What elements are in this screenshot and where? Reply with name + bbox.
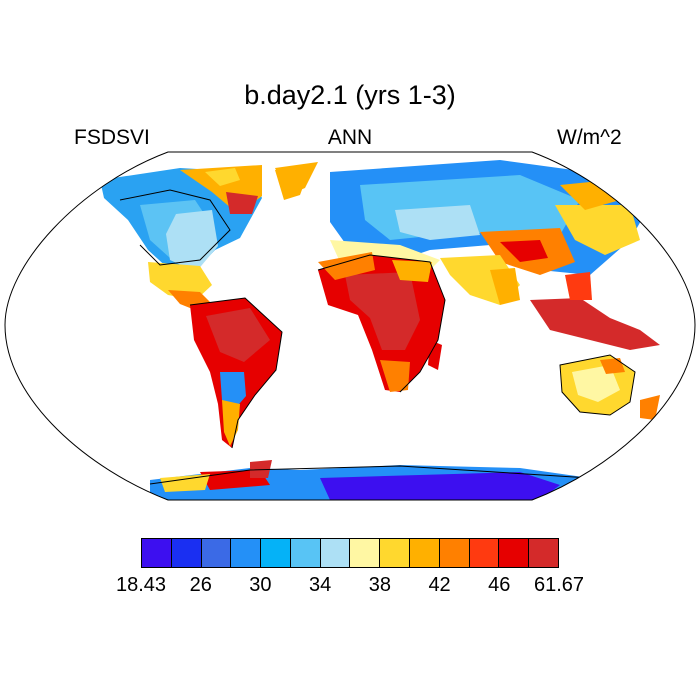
colorbar-tick-label: 30 [249,574,272,596]
colorbar-swatch [380,539,411,567]
units-label: W/m^2 [557,126,622,149]
antarctica-field [150,460,590,500]
africa-field [318,252,445,392]
colorbar-tick-label: 38 [368,574,391,596]
colorbar-swatch [320,539,351,567]
colorbar-swatch [469,539,500,567]
colorbar [141,538,559,568]
colorbar-swatch [142,539,172,567]
north-america-field [100,165,310,312]
colorbar-swatch [529,539,558,567]
season-label: ANN [327,126,373,149]
south-america-field [190,298,282,448]
colorbar-swatch [261,539,291,567]
greenland-field [275,162,318,195]
colorbar-swatch [231,539,262,567]
colorbar-swatch [201,539,232,567]
colorbar-tick-label: 42 [428,574,451,596]
southeast-asia-field [530,272,660,350]
colorbar-tick-label: 26 [189,574,212,596]
colorbar-swatch [171,539,202,567]
colorbar-swatch [290,539,321,567]
colorbar-tick-label: 18.43 [115,574,167,596]
colorbar-swatch [499,539,530,567]
colorbar-tick-label: 61.67 [533,574,585,596]
colorbar-tick-label: 46 [488,574,511,596]
coastlines [119,189,636,485]
australia-field [560,355,660,420]
colorbar-swatch [350,539,381,567]
colorbar-swatch [439,539,470,567]
colorbar-swatch [410,539,440,567]
variable-label: FSDSVI [74,126,150,149]
plot-title: b.day2.1 (yrs 1-3) [244,80,456,110]
colorbar-tick-label: 34 [309,574,332,596]
map-boundary [4,151,696,501]
